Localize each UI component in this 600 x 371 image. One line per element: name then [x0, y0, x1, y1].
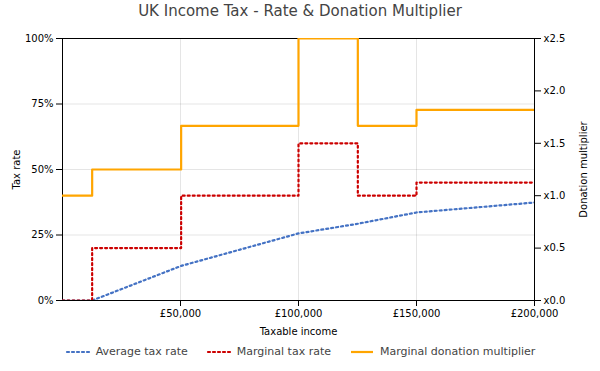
svg-text:x0.5: x0.5 [544, 242, 566, 253]
svg-text:Taxable income: Taxable income [259, 326, 338, 337]
html-text:Marginal donation multiplier: Marginal donation multiplier [380, 345, 536, 358]
svg-text:x1.5: x1.5 [544, 138, 566, 149]
svg-text:x0.0: x0.0 [544, 295, 566, 306]
html-text:UK Income Tax - Rate & Donatio: UK Income Tax - Rate & Donation Multipli… [138, 2, 462, 20]
svg-text:x2.5: x2.5 [544, 33, 566, 44]
svg-text:75%: 75% [31, 98, 53, 109]
svg-text:100%: 100% [25, 33, 54, 44]
svg-text:x2.0: x2.0 [544, 85, 566, 96]
svg-text:£50,000: £50,000 [160, 308, 201, 319]
svg-text:25%: 25% [31, 229, 53, 240]
html-text:Average tax rate: Average tax rate [95, 345, 188, 358]
svg-text:£200,000: £200,000 [511, 308, 559, 319]
svg-text:£100,000: £100,000 [275, 308, 323, 319]
svg-text:Tax rate: Tax rate [11, 150, 22, 191]
svg-text:Donation multiplier: Donation multiplier [578, 120, 589, 217]
svg-text:50%: 50% [31, 164, 53, 175]
svg-text:0%: 0% [38, 295, 54, 306]
svg-text:£150,000: £150,000 [393, 308, 441, 319]
html-text:Marginal tax rate: Marginal tax rate [236, 345, 331, 358]
svg-text:x1.0: x1.0 [544, 190, 566, 201]
